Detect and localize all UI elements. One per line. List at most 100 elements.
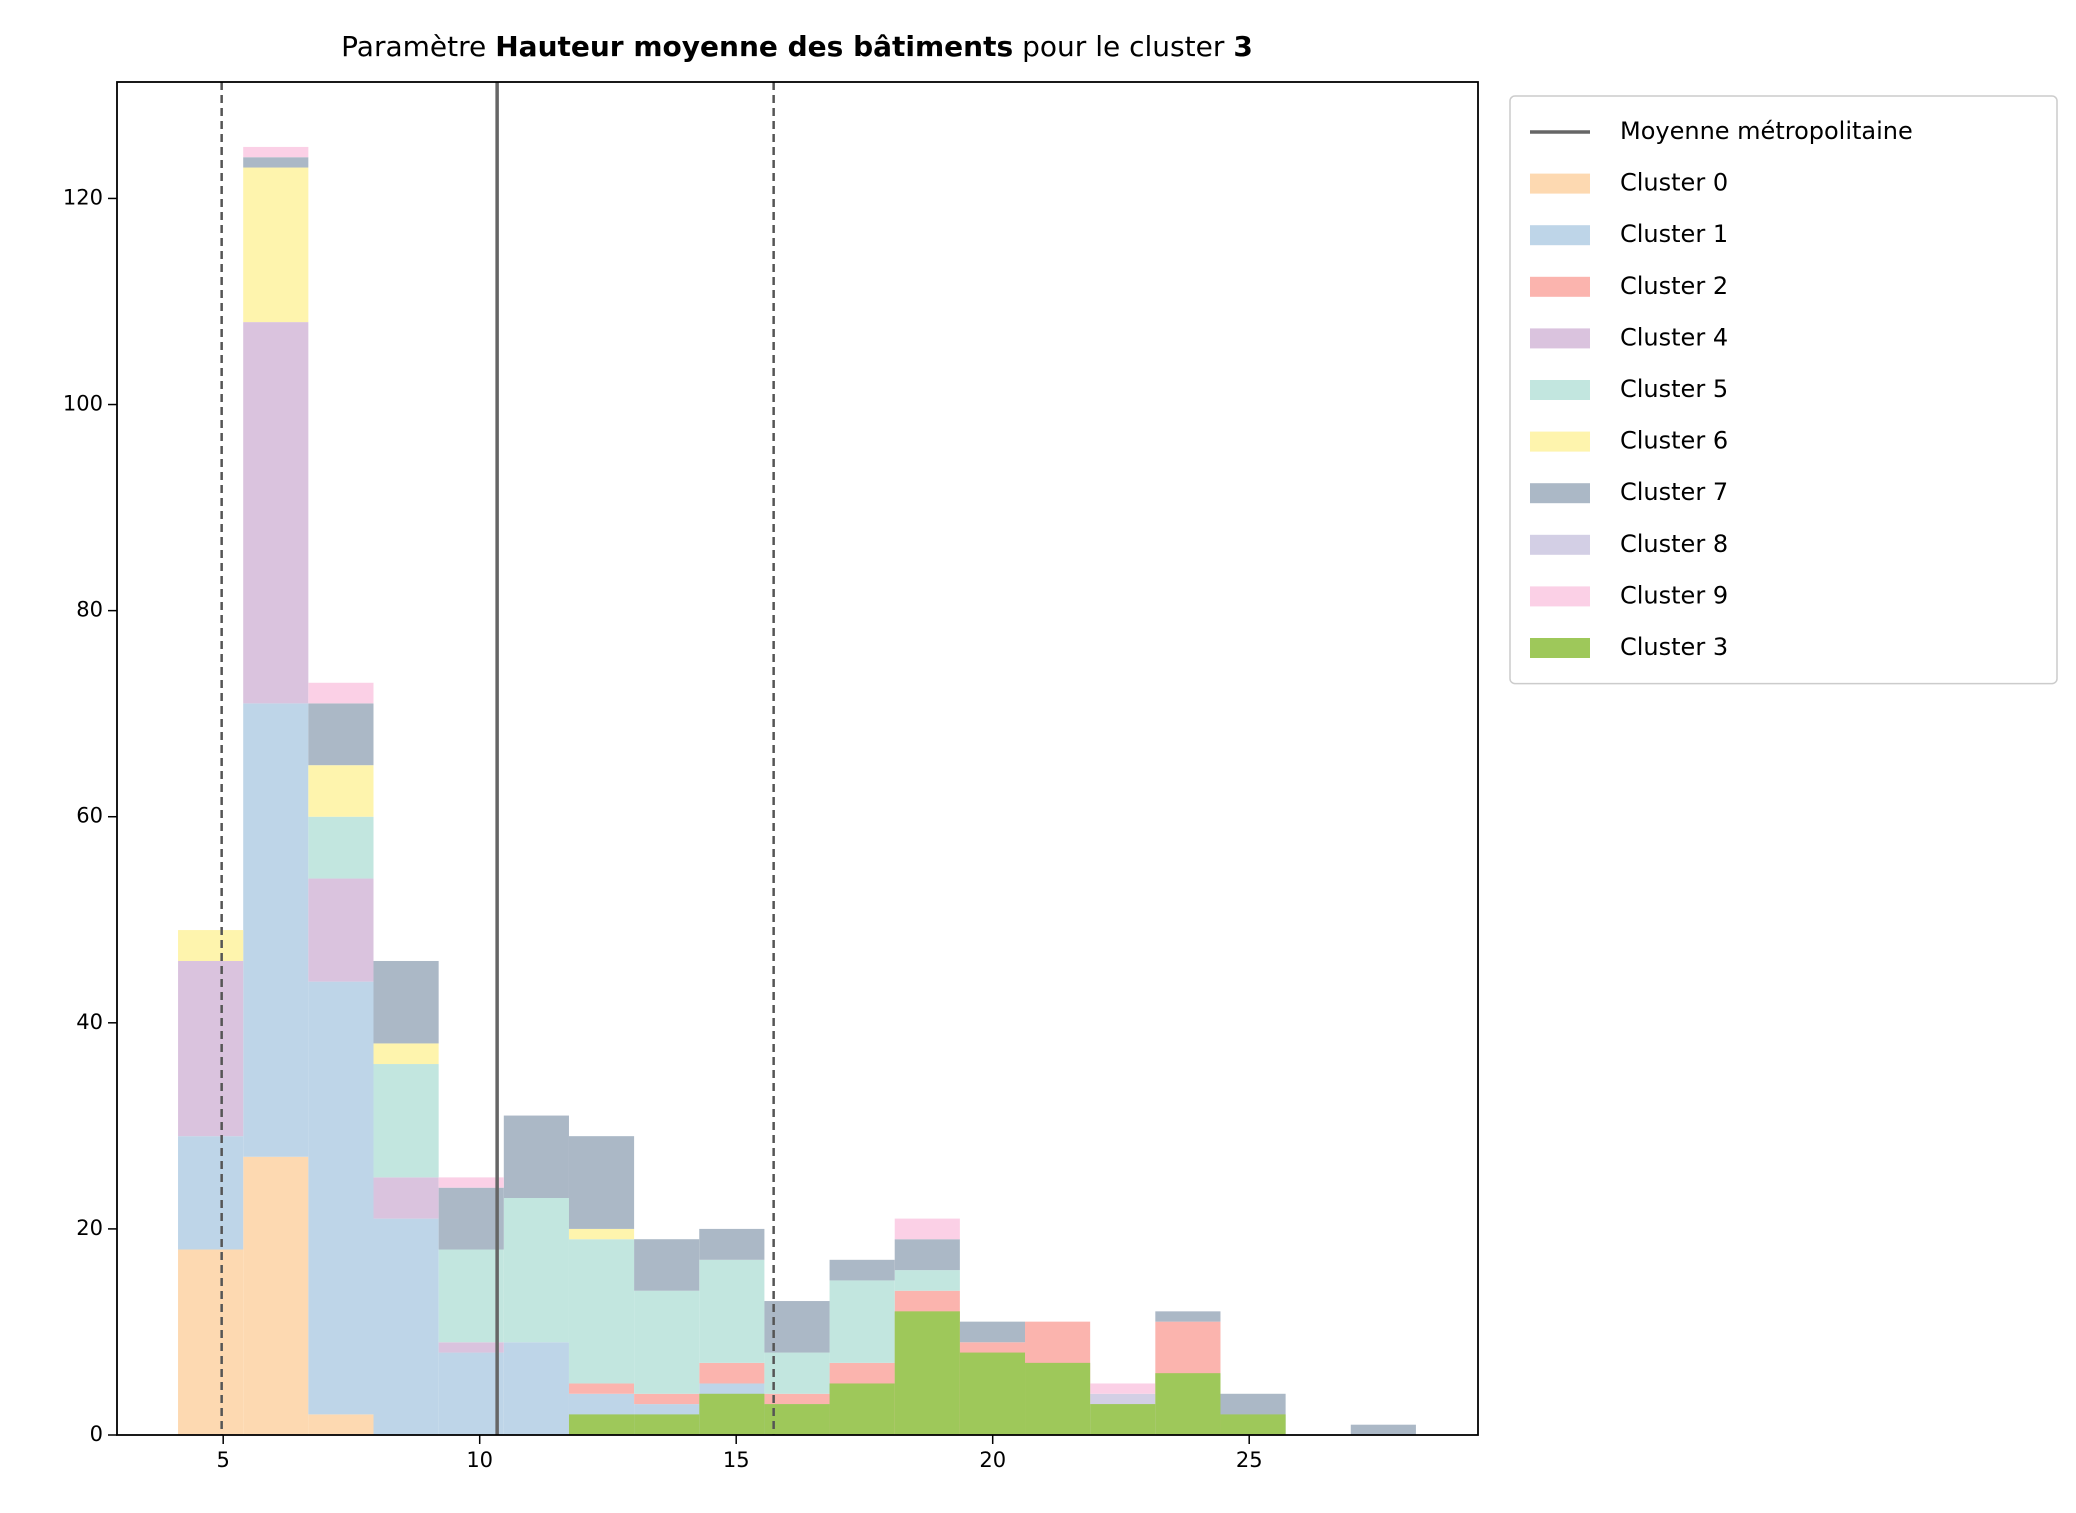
legend-text: Cluster 1	[1620, 220, 1728, 248]
bar	[1155, 1373, 1221, 1435]
bar	[634, 1239, 700, 1291]
title-part: Paramètre	[341, 30, 486, 63]
bar	[503, 1115, 569, 1198]
bar	[373, 1064, 439, 1178]
legend-text: Cluster 0	[1620, 169, 1728, 197]
legend-text: Cluster 6	[1620, 427, 1728, 455]
legend-swatch	[1530, 483, 1590, 504]
bar	[243, 1156, 309, 1435]
legend-swatch	[1530, 431, 1590, 452]
bar	[178, 930, 244, 961]
legend-swatch	[1530, 586, 1590, 607]
bar	[373, 1043, 439, 1065]
y-tick-label: 100	[63, 392, 103, 416]
bar	[829, 1259, 895, 1281]
title-part: Hauteur moyenne des bâtiments	[495, 30, 1013, 63]
bar	[699, 1259, 765, 1363]
legend-text: Moyenne métropolitaine	[1620, 117, 1913, 145]
bar	[699, 1393, 765, 1435]
legend-swatch	[1530, 276, 1590, 297]
bar	[894, 1218, 960, 1240]
bar	[634, 1393, 700, 1405]
bar	[373, 1177, 439, 1219]
legend-swatch	[1530, 173, 1590, 194]
legend-swatch	[1530, 380, 1590, 400]
bar	[503, 1197, 569, 1343]
bar	[568, 1228, 635, 1240]
bar	[243, 146, 309, 158]
bar	[764, 1404, 830, 1435]
bar	[438, 1249, 504, 1343]
bar	[634, 1290, 700, 1394]
bar	[373, 1218, 439, 1435]
bar	[308, 765, 374, 817]
bar	[243, 167, 309, 323]
legend-text: Cluster 4	[1620, 323, 1728, 351]
y-tick-label: 40	[76, 1010, 103, 1034]
bar	[568, 1414, 635, 1435]
bar	[1090, 1404, 1156, 1435]
bar	[634, 1414, 700, 1435]
bar	[764, 1393, 830, 1405]
bar	[894, 1239, 960, 1271]
legend-text: Cluster 3	[1620, 633, 1728, 661]
bar	[1220, 1414, 1286, 1435]
chart-title: Paramètre Hauteur moyenne des bâtiments po…	[341, 30, 1253, 63]
legend-swatch	[1530, 534, 1590, 555]
bar	[1025, 1362, 1091, 1435]
bar	[373, 960, 439, 1044]
bar	[308, 878, 374, 982]
bar	[568, 1383, 635, 1394]
bar	[959, 1321, 1026, 1343]
x-tick-label: 5	[217, 1448, 230, 1472]
title-part: 3	[1233, 30, 1252, 63]
title-part: pour le cluster	[1022, 30, 1225, 63]
bar	[829, 1280, 895, 1363]
legend-text: Cluster 7	[1620, 478, 1728, 506]
x-tick-label: 15	[723, 1448, 750, 1472]
bar	[308, 981, 374, 1415]
bar	[178, 960, 244, 1137]
bar	[959, 1352, 1026, 1435]
legend-text: Cluster 5	[1620, 375, 1728, 403]
bar	[894, 1270, 960, 1291]
bar	[243, 703, 309, 1157]
bar	[894, 1311, 960, 1435]
legend-swatch	[1530, 225, 1590, 246]
bar	[438, 1187, 504, 1250]
y-tick-label: 120	[63, 185, 103, 209]
bar	[1090, 1383, 1156, 1394]
bar	[243, 322, 309, 704]
bar	[308, 703, 374, 766]
bar	[1155, 1311, 1221, 1322]
bar	[243, 157, 309, 168]
bar	[1350, 1424, 1416, 1435]
legend-box	[1509, 95, 2058, 685]
y-tick-label: 60	[76, 804, 103, 828]
bar	[568, 1136, 635, 1229]
y-tick-label: 20	[76, 1216, 103, 1240]
y-tick-label: 80	[76, 598, 103, 622]
legend-swatch	[1530, 328, 1590, 349]
legend-swatch	[1530, 638, 1590, 658]
bar	[699, 1362, 765, 1384]
bar	[699, 1228, 765, 1260]
axes-frame	[116, 81, 1479, 1436]
x-tick-label: 10	[466, 1448, 493, 1472]
bar	[438, 1177, 504, 1188]
bar	[568, 1239, 635, 1384]
x-tick-label: 20	[979, 1448, 1006, 1472]
bar	[503, 1342, 569, 1435]
bar	[829, 1383, 895, 1435]
bar	[178, 1136, 244, 1250]
bar	[178, 1249, 244, 1435]
legend-text: Cluster 2	[1620, 272, 1728, 300]
bar	[764, 1352, 830, 1394]
legend-text: Cluster 8	[1620, 530, 1728, 558]
legend-text: Cluster 9	[1620, 581, 1728, 609]
y-tick-label: 0	[90, 1422, 103, 1446]
bar	[438, 1342, 504, 1353]
bar	[308, 1414, 374, 1435]
x-tick-label: 25	[1236, 1448, 1263, 1472]
